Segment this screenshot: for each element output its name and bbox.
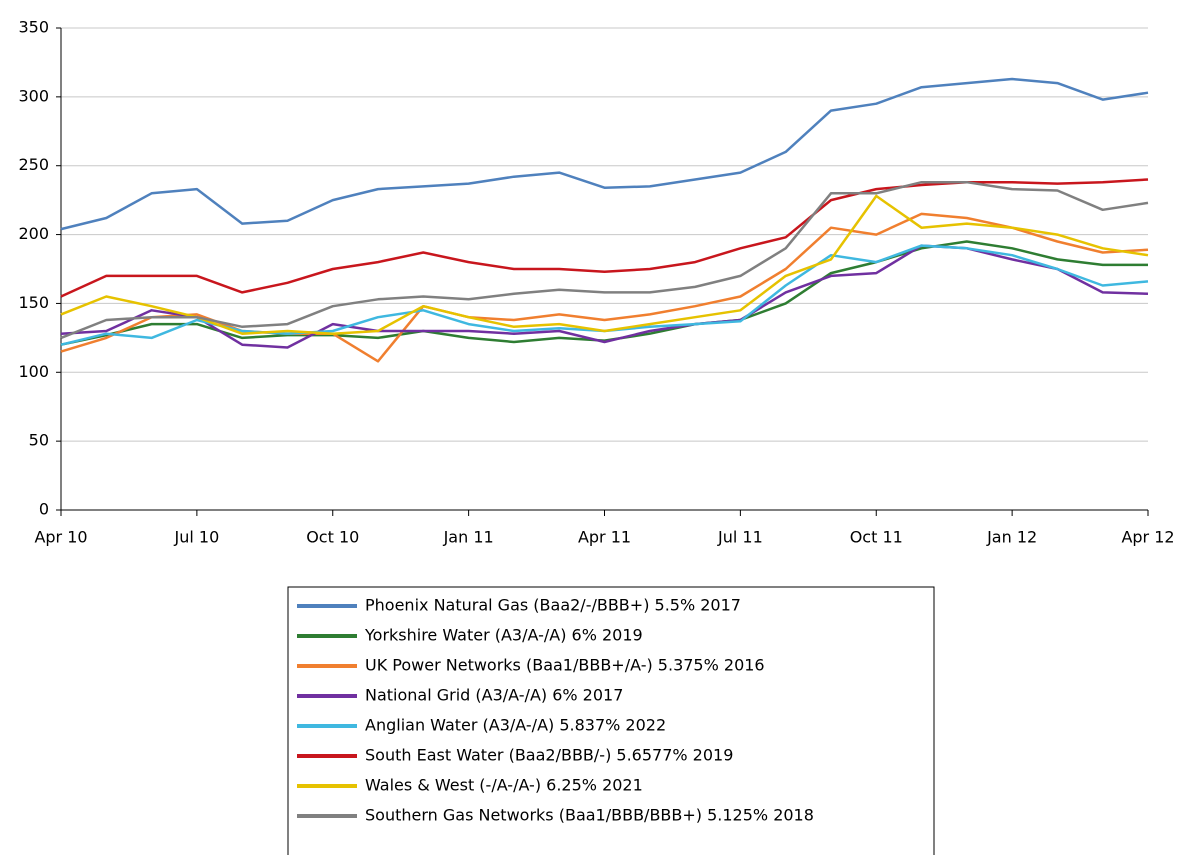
legend-label: UK Power Networks (Baa1/BBB+/A-) 5.375% … (365, 656, 765, 675)
x-tick-label: Jan 12 (986, 528, 1037, 547)
y-tick-label: 250 (18, 155, 49, 174)
legend-label: National Grid (A3/A-/A) 6% 2017 (365, 686, 623, 705)
x-tick-label: Apr 10 (34, 528, 87, 547)
series-line (60, 180, 1149, 340)
legend-label: Southern Gas Networks (Baa1/BBB/BBB+) 5.… (365, 806, 814, 825)
legend-box (287, 586, 935, 855)
x-tick-label: Jan 11 (443, 528, 494, 547)
legend-label: Yorkshire Water (A3/A-/A) 6% 2019 (364, 626, 643, 645)
y-tick-label: 100 (18, 362, 49, 381)
y-tick-label: 350 (18, 18, 49, 37)
x-tick-label: Jul 11 (717, 528, 763, 547)
series-line (60, 240, 1148, 346)
x-tick-label: Oct 11 (850, 528, 903, 547)
legend-label: Wales & West (-/A-/A-) 6.25% 2021 (365, 776, 643, 795)
x-tick-label: Jul 10 (174, 528, 220, 547)
y-tick-label: 50 (29, 431, 49, 450)
legend-label: Phoenix Natural Gas (Baa2/-/BBB+) 5.5% 2… (365, 596, 741, 615)
series-line (60, 178, 1149, 298)
legend-label: Anglian Water (A3/A-/A) 5.837% 2022 (365, 716, 666, 735)
y-tick-label: 300 (18, 86, 49, 105)
series-line (60, 77, 1149, 231)
legend-label: South East Water (Baa2/BBB/-) 5.6577% 20… (365, 746, 733, 765)
x-tick-label: Apr 11 (578, 528, 631, 547)
y-tick-label: 0 (39, 500, 49, 519)
y-tick-label: 150 (18, 293, 49, 312)
x-tick-label: Apr 12 (1121, 528, 1174, 547)
y-tick-label: 200 (18, 224, 49, 243)
series-line (60, 212, 1149, 363)
x-tick-label: Oct 10 (306, 528, 359, 547)
series-line (60, 194, 1149, 335)
